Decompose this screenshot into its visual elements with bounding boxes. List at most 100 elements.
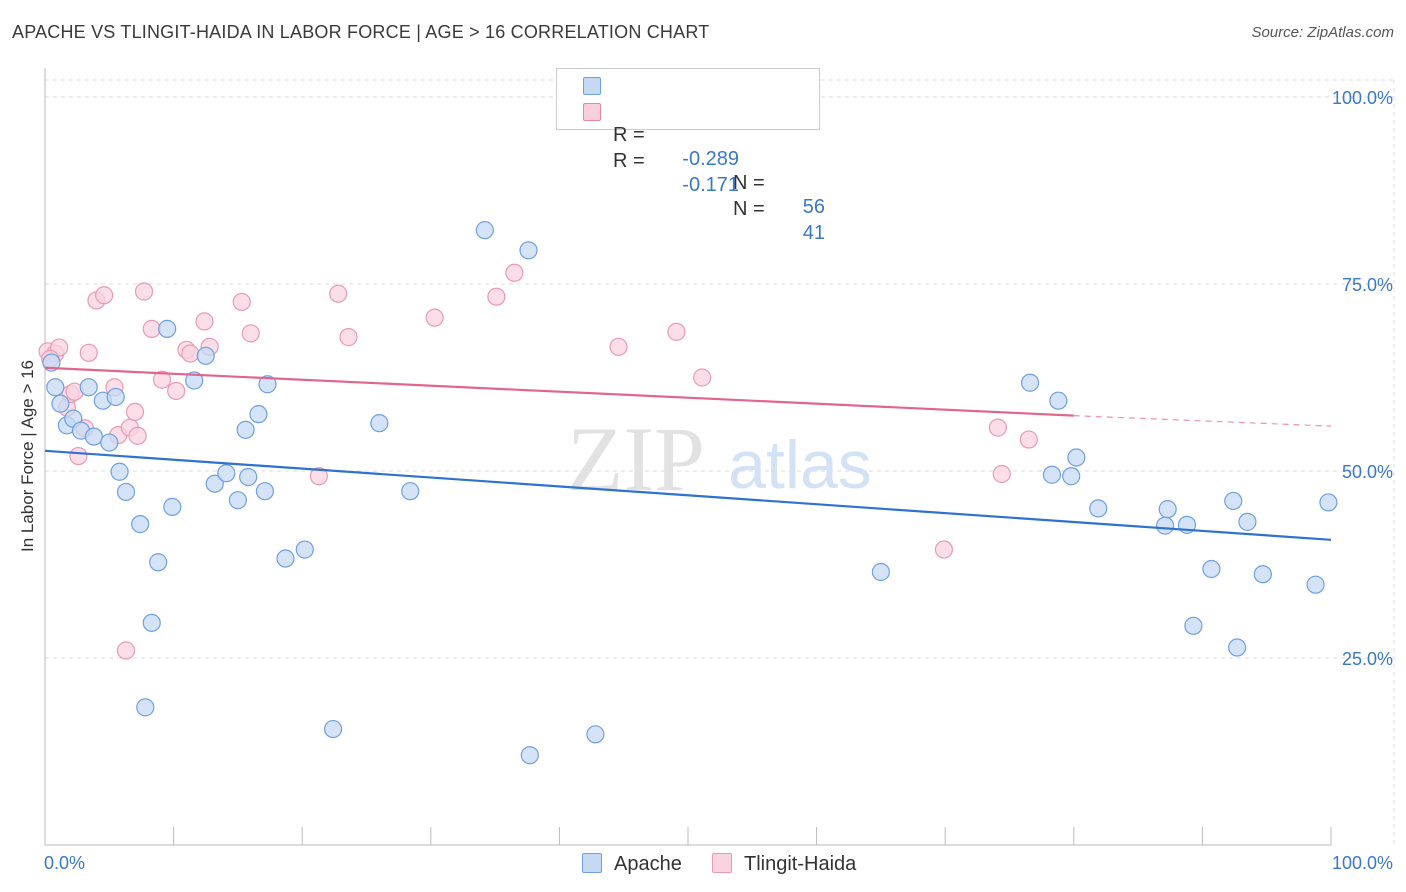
point-apache xyxy=(323,719,343,739)
point-tlingit-haida xyxy=(992,464,1011,484)
point-tlingit-haida xyxy=(79,343,98,362)
point-apache xyxy=(46,378,65,397)
point-apache xyxy=(519,241,538,260)
point-apache xyxy=(1224,491,1243,511)
point-apache xyxy=(1238,512,1257,531)
point-apache xyxy=(370,414,389,433)
point-apache xyxy=(136,698,155,717)
point-apache xyxy=(110,462,129,481)
legend-swatch-apache xyxy=(583,77,601,95)
point-apache xyxy=(249,405,268,424)
legend-row-tlingit-haida: R = -0.171 N = 41 xyxy=(583,101,825,244)
point-apache xyxy=(163,497,182,517)
point-apache xyxy=(586,725,605,744)
watermark-atlas: atlas xyxy=(728,427,872,503)
trend-line-apache xyxy=(44,449,1332,541)
point-tlingit-haida xyxy=(134,282,154,301)
point-apache xyxy=(475,221,494,240)
bottom-legend-label-apache: Apache xyxy=(614,853,682,875)
point-tlingit-haida xyxy=(241,324,260,343)
point-apache xyxy=(401,482,420,501)
point-tlingit-haida xyxy=(152,370,172,389)
point-tlingit-haida xyxy=(988,418,1008,437)
point-apache xyxy=(149,553,168,572)
point-apache xyxy=(236,420,255,439)
x-tick-label: 0.0% xyxy=(44,853,85,873)
point-apache xyxy=(1228,638,1247,657)
axis-layer xyxy=(44,68,1332,846)
tick-label-layer: 100.0% 75.0% 50.0% 25.0% 0.0% 100.0% xyxy=(44,88,1393,873)
chart-title: APACHE VS TLINGIT-HAIDA IN LABOR FORCE |… xyxy=(12,22,710,42)
legend-r-label: R = xyxy=(613,150,645,172)
point-apache xyxy=(158,319,177,338)
point-tlingit-haida xyxy=(425,308,444,327)
bottom-legend-swatch-apache xyxy=(582,853,602,873)
point-tlingit-haida xyxy=(693,368,712,387)
legend-r-value: -0.289 xyxy=(682,148,739,170)
point-tlingit-haida xyxy=(505,263,524,282)
point-tlingit-haida xyxy=(181,344,200,363)
correlation-legend: R = -0.289 N = 56 R = -0.171 N = 41 xyxy=(556,68,825,244)
point-apache xyxy=(51,394,70,413)
point-apache xyxy=(239,467,258,487)
point-apache xyxy=(185,371,204,390)
point-tlingit-haida xyxy=(609,337,628,356)
point-tlingit-haida xyxy=(125,402,145,422)
point-apache xyxy=(1042,465,1062,484)
point-tlingit-haida xyxy=(142,319,161,338)
point-tlingit-haida xyxy=(339,328,358,347)
point-apache xyxy=(84,427,103,446)
point-tlingit-haida xyxy=(232,292,251,312)
source-label: Source: ZipAtlas.com xyxy=(1251,24,1394,41)
point-apache xyxy=(1089,499,1108,518)
point-apache xyxy=(1067,448,1086,467)
point-tlingit-haida xyxy=(128,426,147,445)
y-tick-label: 25.0% xyxy=(1342,649,1393,669)
point-tlingit-haida xyxy=(934,540,954,559)
point-apache xyxy=(1319,493,1338,512)
points-layer xyxy=(38,221,1338,765)
point-tlingit-haida xyxy=(667,322,686,341)
point-apache xyxy=(196,346,215,365)
point-apache xyxy=(205,474,224,493)
point-apache xyxy=(871,562,891,582)
point-apache xyxy=(228,491,247,510)
point-tlingit-haida xyxy=(69,446,88,466)
legend-n-value: 41 xyxy=(802,222,825,244)
point-apache xyxy=(1049,391,1068,410)
point-apache xyxy=(255,482,275,501)
legend-row-apache: R = -0.289 N = 56 xyxy=(583,75,825,218)
point-apache xyxy=(1156,516,1175,535)
point-apache xyxy=(142,613,161,632)
point-apache xyxy=(100,433,119,452)
y-tick-label: 50.0% xyxy=(1342,462,1393,482)
trend-layer xyxy=(44,366,1332,541)
legend-r-value: -0.171 xyxy=(682,174,739,196)
point-apache xyxy=(1202,559,1221,579)
point-tlingit-haida xyxy=(195,312,214,331)
trend-line-tlingit-haida xyxy=(44,366,1074,417)
point-apache xyxy=(217,464,236,483)
legend-r-label: R = xyxy=(613,124,645,146)
point-tlingit-haida xyxy=(309,467,329,486)
legend-n-label: N = xyxy=(733,172,765,194)
point-tlingit-haida xyxy=(167,381,186,401)
point-apache xyxy=(106,387,125,407)
y-tick-label: 100.0% xyxy=(1332,88,1393,108)
watermark: ZIP atlas xyxy=(567,408,872,510)
point-apache xyxy=(1062,467,1081,486)
point-apache xyxy=(131,515,150,534)
point-apache xyxy=(258,375,277,394)
point-tlingit-haida xyxy=(95,286,114,305)
point-apache xyxy=(276,549,295,568)
point-apache xyxy=(1253,565,1272,584)
legend-n-value: 56 xyxy=(802,196,825,218)
point-tlingit-haida xyxy=(487,287,506,306)
point-apache xyxy=(1184,616,1203,635)
point-apache xyxy=(1158,500,1177,519)
bottom-legend-swatch-tlingit-haida xyxy=(712,853,732,873)
y-axis-label: In Labor Force | Age > 16 xyxy=(18,359,37,553)
y-tick-label: 75.0% xyxy=(1342,275,1393,295)
watermark-zip: ZIP xyxy=(567,408,705,510)
